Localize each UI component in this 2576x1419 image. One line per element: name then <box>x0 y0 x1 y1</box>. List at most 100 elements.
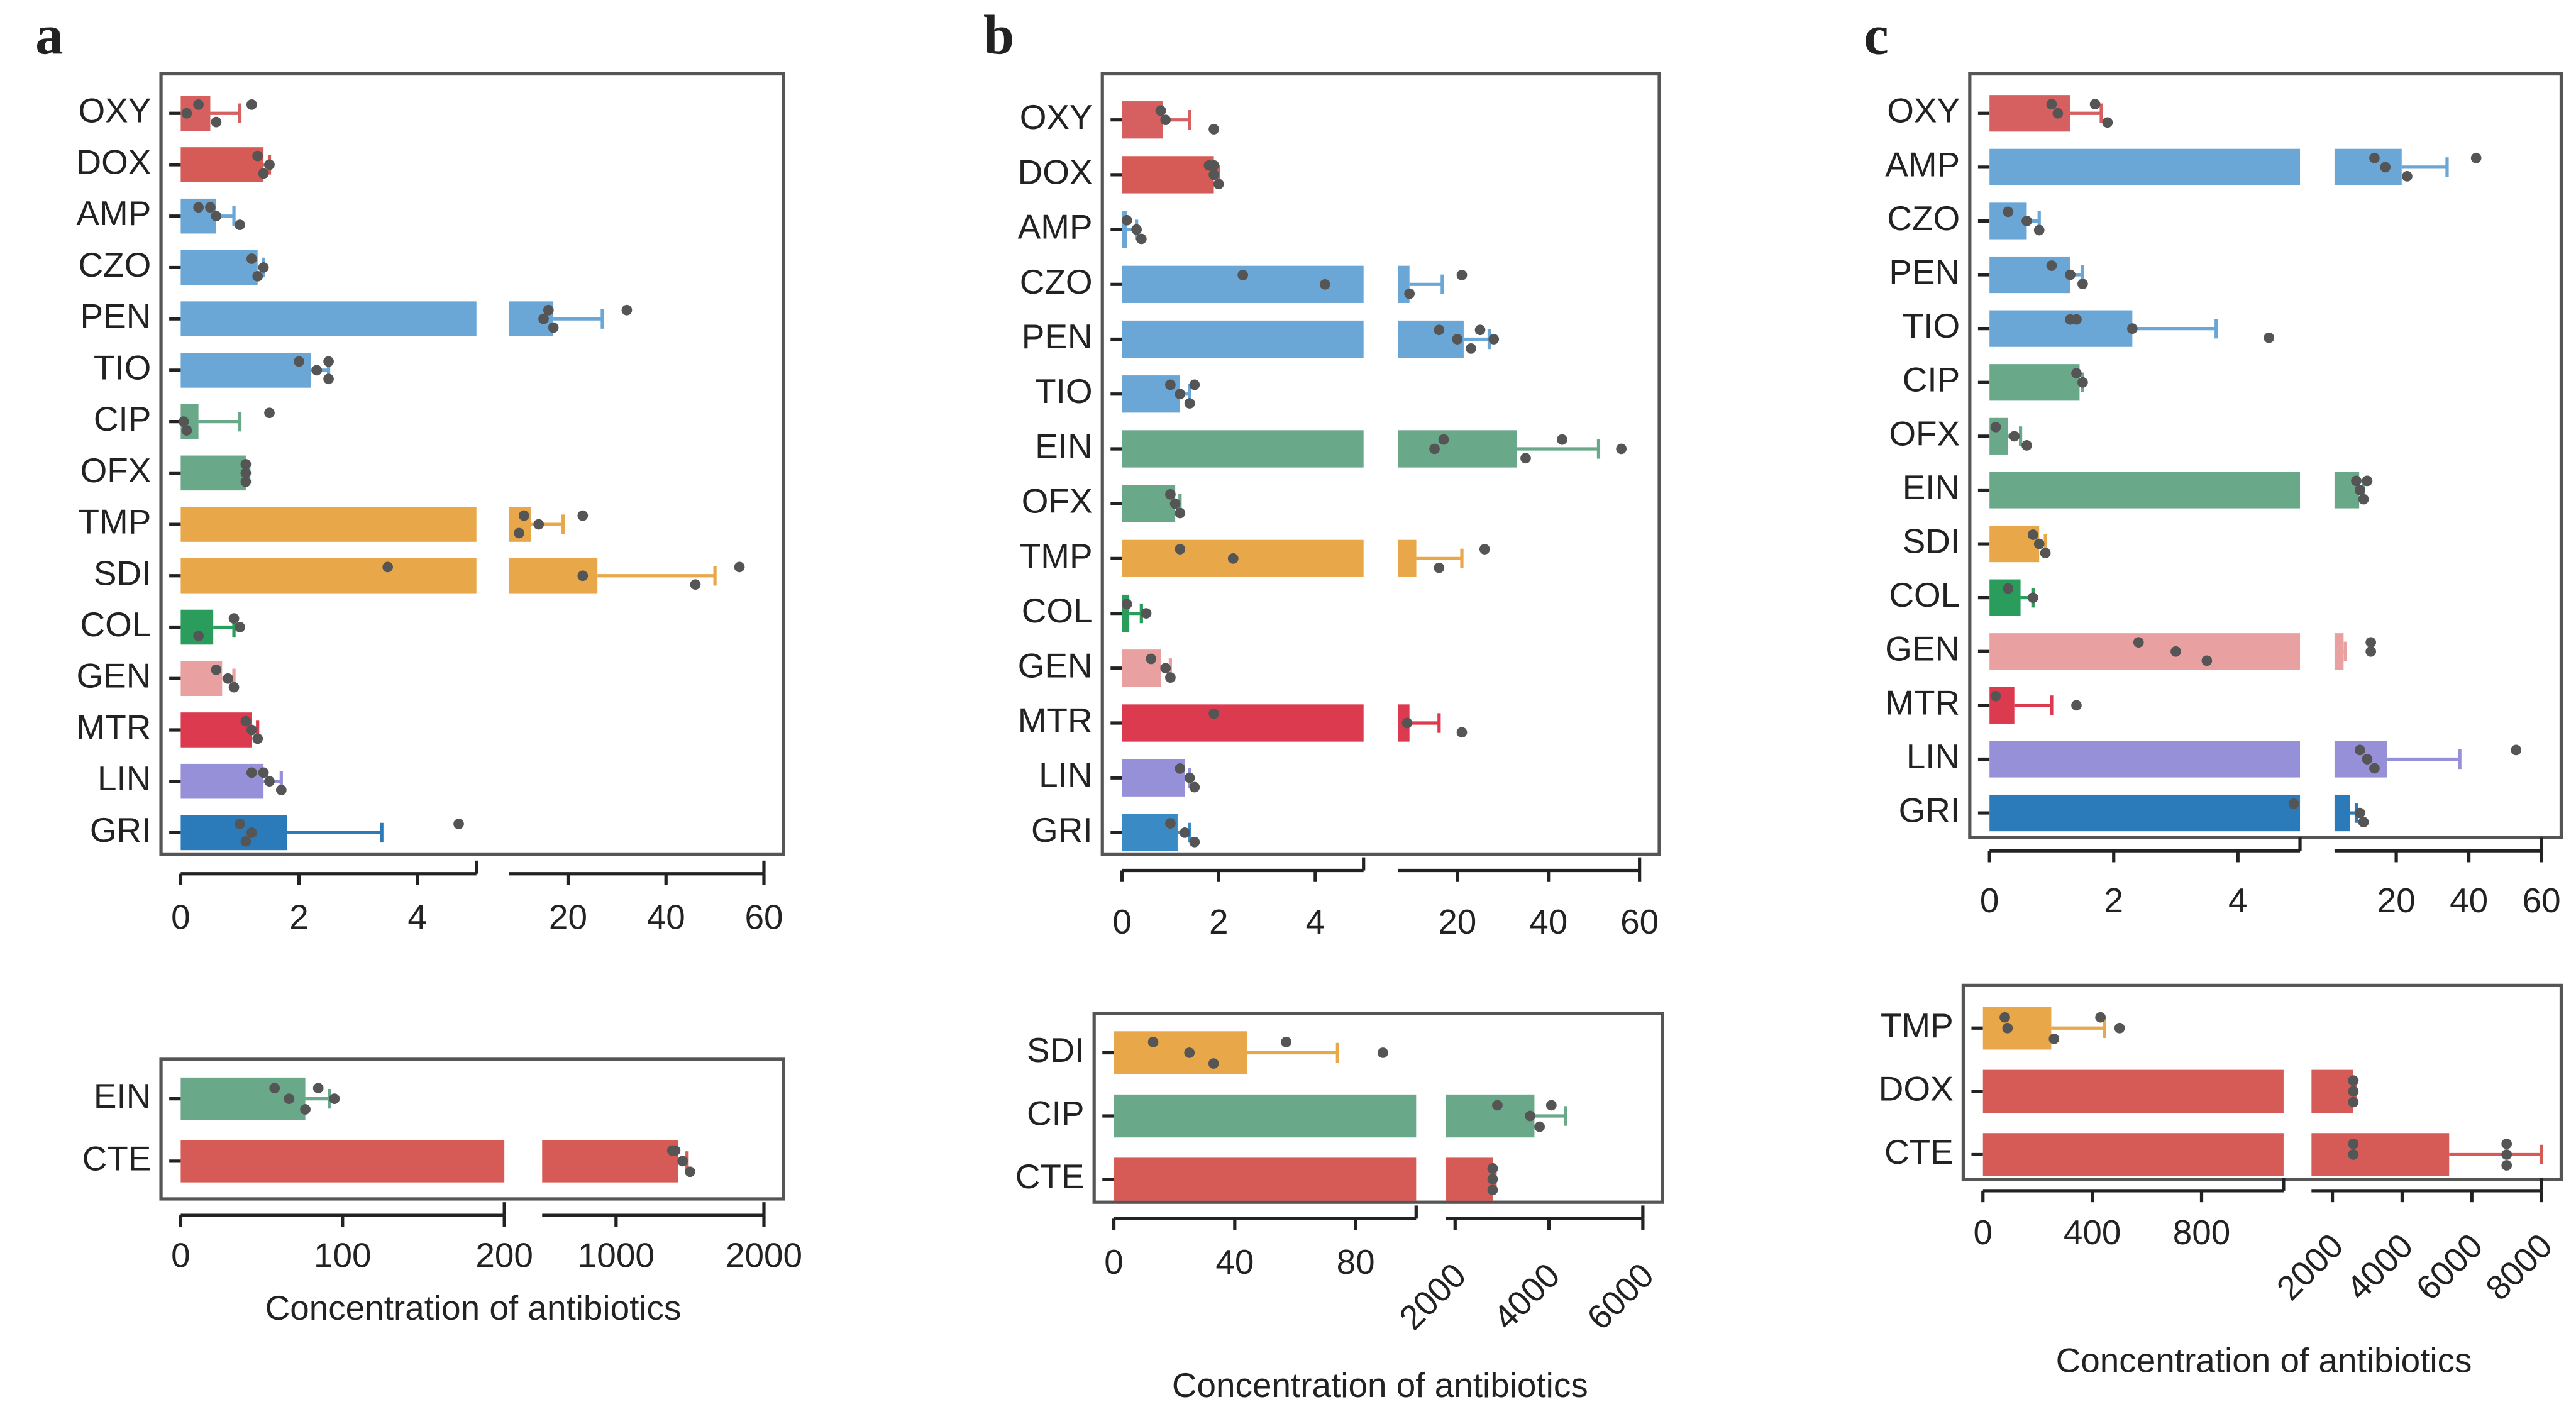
bar <box>1989 633 2301 670</box>
bar-segment <box>1398 430 1517 468</box>
data-point <box>223 673 234 684</box>
data-point <box>1175 507 1186 519</box>
x-tick-label: 4 <box>2228 881 2248 920</box>
data-point <box>577 510 589 521</box>
x-tick-label: 20 <box>2377 881 2416 920</box>
data-point <box>2369 152 2380 163</box>
data-point <box>1525 1110 1536 1122</box>
data-point <box>258 262 269 273</box>
data-point <box>1319 279 1330 290</box>
data-point <box>734 561 745 573</box>
x-tick-label: 400 <box>2064 1213 2121 1252</box>
data-point <box>1208 169 1219 180</box>
bar <box>1989 741 2301 778</box>
panel-letter: b <box>983 5 1014 67</box>
data-point <box>2065 269 2076 280</box>
data-point <box>2021 440 2032 451</box>
bar-segment <box>2334 633 2344 670</box>
data-point <box>1208 124 1219 135</box>
data-point <box>1208 1058 1219 1069</box>
category-label: TMP <box>79 502 152 541</box>
data-point <box>178 416 189 427</box>
data-point <box>1434 324 1445 336</box>
data-point <box>2369 763 2380 774</box>
data-point <box>2052 108 2064 119</box>
data-point <box>1155 105 1166 116</box>
data-point <box>666 1145 678 1156</box>
data-point <box>323 373 334 385</box>
data-point <box>1520 453 1531 464</box>
data-point <box>1165 379 1176 390</box>
category-label: TIO <box>1035 372 1092 411</box>
category-label: CIP <box>1027 1094 1084 1133</box>
category-label: SDI <box>1027 1030 1084 1069</box>
bar-segment <box>1398 539 1417 578</box>
bar <box>180 301 477 336</box>
data-point <box>2009 431 2020 442</box>
data-point <box>2288 798 2299 809</box>
category-label: PEN <box>1022 317 1093 356</box>
data-point <box>2089 99 2101 110</box>
category-label: OFX <box>1022 482 1093 521</box>
x-tick-label: 100 <box>314 1235 372 1274</box>
x-tick-label: 1000 <box>578 1235 655 1274</box>
bar <box>180 147 264 182</box>
data-point <box>1492 1100 1503 1111</box>
data-point <box>1378 1047 1388 1058</box>
data-point <box>235 622 245 632</box>
bar <box>1982 1133 2284 1176</box>
data-point <box>2033 538 2045 549</box>
data-point <box>1147 1037 1159 1047</box>
data-point <box>240 715 252 727</box>
category-label: AMP <box>1018 207 1093 246</box>
x-tick-label: 0 <box>1980 881 1999 920</box>
category-label: TMP <box>1881 1006 1954 1045</box>
data-point <box>1237 270 1249 280</box>
data-point <box>2365 637 2377 648</box>
category-label: MTR <box>77 707 152 746</box>
data-point <box>228 682 240 693</box>
category-label: CIP <box>1903 360 1960 399</box>
data-point <box>1141 608 1152 619</box>
category-label: MTR <box>1018 700 1093 739</box>
data-point <box>382 561 394 573</box>
x-axis-label: Concentration of antibiotics <box>2056 1341 2472 1380</box>
data-point <box>252 150 263 162</box>
data-point <box>235 219 245 230</box>
plot-frame <box>1092 1012 1664 1204</box>
category-label: CTE <box>1015 1157 1085 1196</box>
data-point <box>1208 160 1219 171</box>
category-label: SDI <box>1903 522 1960 561</box>
data-point <box>2170 646 2181 657</box>
bar <box>1114 1094 1417 1138</box>
category-label: TIO <box>1903 306 1960 345</box>
data-point <box>1208 708 1219 719</box>
category-label: GEN <box>1018 646 1093 685</box>
bar <box>1989 364 2080 401</box>
data-point <box>1131 224 1142 235</box>
category-label: DOX <box>1018 152 1093 191</box>
data-point <box>1434 562 1445 573</box>
x-tick-label: 4000 <box>1486 1256 1567 1337</box>
bar <box>1982 1069 2284 1113</box>
data-point <box>1990 690 2001 702</box>
data-point <box>2501 1138 2512 1149</box>
data-point <box>193 99 204 110</box>
bar-segment <box>1446 1157 1493 1201</box>
data-point <box>2040 548 2051 558</box>
bar <box>180 250 258 285</box>
bar <box>1122 704 1364 742</box>
data-point <box>1404 288 1415 299</box>
plot-frame <box>1961 983 2563 1181</box>
data-point <box>1175 389 1186 400</box>
data-point <box>235 819 245 829</box>
data-point <box>181 108 192 119</box>
data-point <box>2511 744 2522 756</box>
bar <box>1122 320 1364 358</box>
data-point <box>2501 1149 2512 1160</box>
data-point <box>1189 379 1200 390</box>
data-point <box>2077 279 2088 289</box>
plot-frame <box>159 1057 785 1201</box>
data-point <box>577 570 589 582</box>
